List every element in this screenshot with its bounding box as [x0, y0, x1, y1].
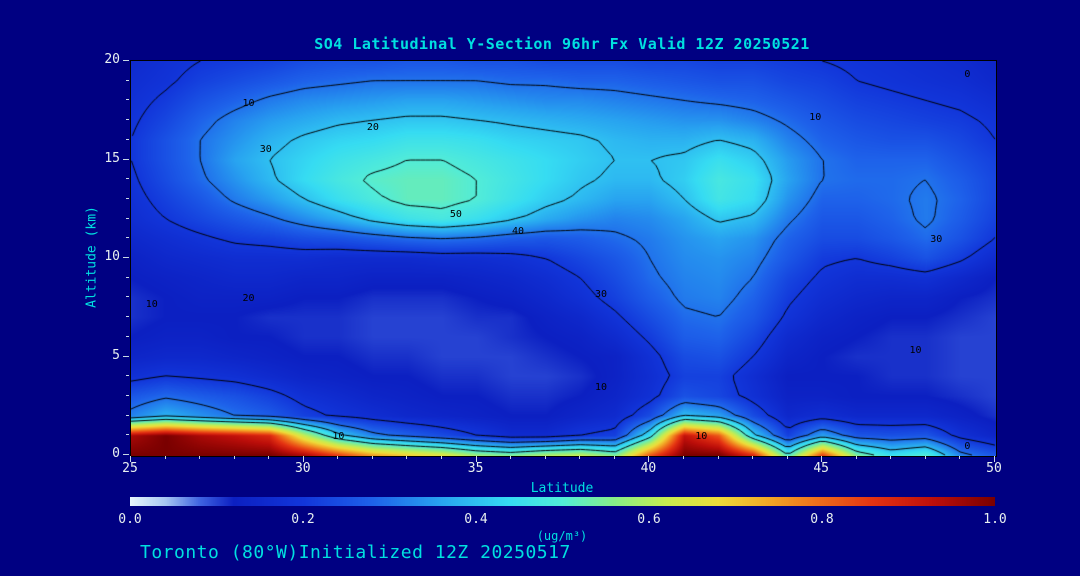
contour-value-label: 20	[242, 293, 255, 305]
x-major-tick	[302, 456, 304, 462]
x-minor-tick	[406, 456, 408, 459]
x-tick-label: 35	[467, 461, 484, 476]
contour-value-label: 10	[242, 98, 255, 110]
colorbar-tick-label: 0.0	[118, 512, 142, 527]
y-major-tick	[123, 454, 129, 455]
contour-value-label: 30	[259, 143, 272, 155]
y-minor-tick	[126, 276, 129, 278]
y-minor-tick	[126, 394, 129, 396]
x-minor-tick	[752, 456, 754, 459]
y-tick-label: 10	[104, 249, 120, 264]
y-minor-tick	[126, 138, 129, 140]
y-major-tick	[123, 158, 129, 160]
x-minor-tick	[233, 456, 235, 459]
y-tick-label: 5	[112, 347, 120, 363]
x-minor-tick	[579, 456, 581, 459]
colorbar-tick-label: 0.6	[637, 512, 661, 527]
x-tick-label: 45	[813, 461, 830, 476]
y-minor-tick	[126, 335, 129, 337]
x-major-tick	[130, 456, 131, 462]
x-tick-label: 40	[640, 461, 657, 476]
contour-value-label: 0	[964, 68, 971, 80]
x-major-tick	[821, 456, 823, 462]
y-major-tick	[123, 257, 129, 258]
contour-value-label: 0	[964, 441, 971, 453]
colorbar-tick-label: 0.2	[291, 512, 315, 527]
y-tick-label: 15	[104, 150, 120, 166]
chart-title: SO4 Latitudinal Y-Section 96hr Fx Valid …	[314, 35, 810, 53]
x-minor-tick	[924, 456, 926, 459]
y-major-tick	[123, 355, 129, 357]
x-minor-tick	[717, 456, 719, 459]
x-minor-tick	[199, 456, 201, 459]
x-tick-label: 25	[122, 461, 138, 476]
contour-value-label: 10	[695, 431, 708, 443]
y-minor-tick	[126, 414, 129, 416]
x-minor-tick	[786, 456, 788, 459]
x-tick-label: 50	[986, 461, 1002, 476]
contour-value-label: 10	[332, 431, 345, 443]
x-major-tick	[994, 456, 995, 462]
plot-area: 10 20 30 40 50 10 30 10 20 30 10 10 10 10 0 0	[130, 60, 997, 457]
footer-caption: Toronto (80°W)Initialized 12Z 20250517	[140, 542, 571, 563]
x-tick-label: 30	[294, 461, 311, 476]
contour-value-label: 40	[512, 226, 525, 238]
contour-value-label: 10	[594, 382, 608, 394]
y-tick-label: 0	[112, 446, 120, 461]
x-minor-tick	[544, 456, 546, 459]
y-minor-tick	[126, 119, 129, 121]
x-minor-tick	[682, 456, 684, 459]
colorbar-tick-label: 0.4	[464, 512, 488, 527]
y-major-tick	[123, 60, 129, 61]
x-major-tick	[648, 456, 650, 462]
contour-value-label: 10	[145, 299, 158, 311]
x-minor-tick	[337, 456, 339, 459]
x-minor-tick	[890, 456, 892, 459]
x-minor-tick	[855, 456, 857, 459]
x-minor-tick	[510, 456, 512, 459]
x-minor-tick	[371, 456, 373, 459]
y-minor-tick	[126, 434, 129, 436]
y-minor-tick	[126, 178, 129, 180]
contour-value-label: 10	[909, 344, 922, 356]
y-minor-tick	[126, 237, 129, 239]
y-minor-tick	[126, 375, 129, 377]
x-minor-tick	[268, 456, 270, 459]
y-minor-tick	[126, 99, 129, 101]
y-minor-tick	[126, 316, 129, 318]
colorbar-tick-label: 1.0	[983, 512, 1007, 527]
colorbar-units-label: (ug/m³)	[536, 529, 588, 543]
heatmap-canvas	[131, 61, 996, 456]
y-tick-label: 20	[104, 52, 120, 67]
x-minor-tick	[164, 456, 166, 459]
y-minor-tick	[126, 197, 129, 199]
x-minor-tick	[613, 456, 615, 459]
colorbar-tick-label: 0.8	[810, 512, 834, 527]
y-minor-tick	[126, 296, 129, 298]
contour-value-label: 30	[594, 289, 608, 301]
y-minor-tick	[126, 79, 129, 81]
contour-value-label: 30	[930, 234, 943, 246]
x-minor-tick	[959, 456, 961, 459]
x-minor-tick	[441, 456, 443, 459]
contour-value-label: 20	[366, 121, 379, 133]
x-major-tick	[475, 456, 477, 462]
colorbar	[130, 497, 995, 506]
contour-value-label: 10	[809, 112, 822, 124]
contour-value-label: 50	[449, 208, 462, 220]
y-minor-tick	[126, 217, 129, 219]
x-axis-label: Latitude	[530, 481, 594, 496]
